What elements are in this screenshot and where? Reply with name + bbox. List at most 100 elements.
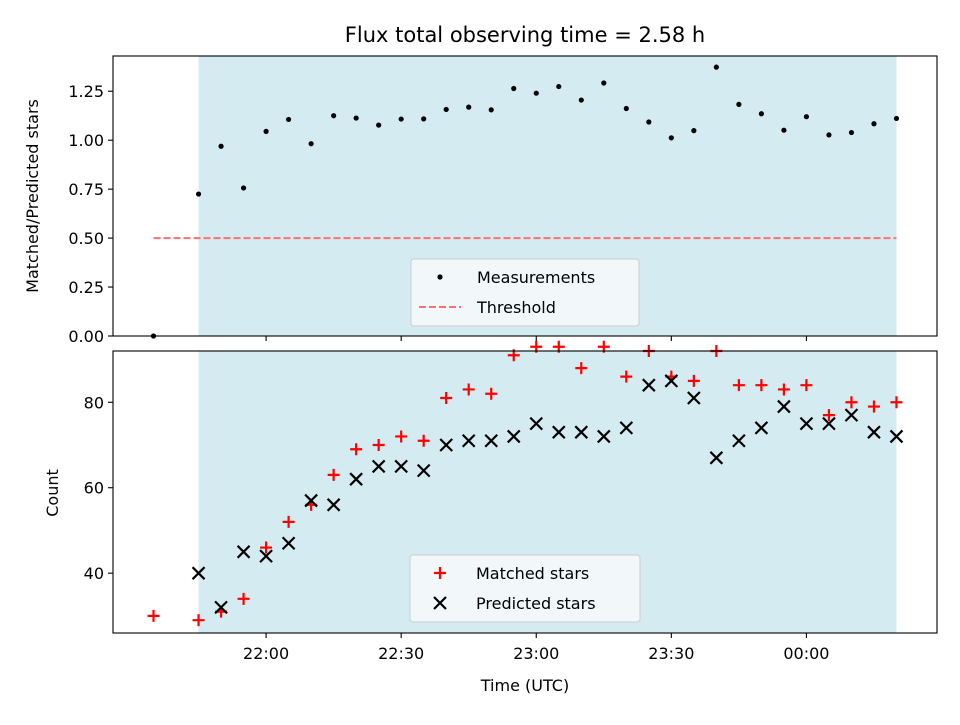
measurement-point bbox=[871, 121, 877, 127]
measurement-point bbox=[848, 129, 855, 136]
measurement-point bbox=[803, 114, 810, 120]
count-x-ticks: 22:00 22:30 23:00 23:30 00:00 bbox=[243, 633, 829, 663]
matched-star-point bbox=[417, 434, 430, 447]
matched-star-point bbox=[620, 370, 633, 383]
measurement-point bbox=[646, 119, 652, 125]
measurement-point bbox=[713, 64, 719, 70]
predicted-star-point bbox=[597, 429, 611, 444]
predicted-star-point bbox=[529, 416, 544, 431]
measurement-point bbox=[781, 127, 787, 133]
ratio-y-tick-label: 1.00 bbox=[68, 131, 104, 150]
legend-predicted-label: Predicted stars bbox=[476, 594, 596, 613]
ratio-y-tick-label: 0.00 bbox=[68, 327, 104, 346]
measurement-point bbox=[308, 141, 314, 147]
measurement-point bbox=[443, 106, 449, 113]
matched-star-point bbox=[485, 387, 498, 400]
matched-star-point bbox=[867, 400, 880, 413]
legend-measurements-label: Measurements bbox=[477, 268, 595, 287]
count-legend-box bbox=[409, 554, 641, 623]
predicted-star-point bbox=[551, 425, 566, 439]
matched-star-point bbox=[192, 614, 205, 627]
predicted-star-point bbox=[777, 399, 791, 414]
matched-star-point bbox=[260, 541, 273, 554]
predicted-star-point bbox=[439, 438, 453, 452]
matched-star-point bbox=[687, 374, 700, 387]
measurement-points bbox=[150, 64, 900, 339]
predicted-star-point bbox=[349, 472, 363, 486]
measurement-point bbox=[353, 115, 359, 121]
predicted-star-point bbox=[687, 391, 701, 405]
chart-title: Flux total observing time = 2.58 h bbox=[345, 23, 705, 47]
measurement-point bbox=[376, 122, 382, 128]
measurement-point bbox=[893, 115, 900, 122]
legend-predicted-marker bbox=[433, 596, 447, 610]
matched-star-point bbox=[440, 392, 453, 404]
predicted-star-point bbox=[326, 498, 341, 512]
measurement-point bbox=[758, 111, 764, 117]
legend-matched-marker bbox=[434, 567, 446, 579]
measurement-point bbox=[578, 97, 584, 103]
measurement-point bbox=[263, 128, 269, 134]
x-tick-label: 23:30 bbox=[648, 644, 694, 663]
legend-matched-label: Matched stars bbox=[476, 564, 589, 583]
matched-star-point bbox=[462, 383, 475, 396]
predicted-star-point bbox=[461, 433, 476, 448]
predicted-star-point bbox=[867, 425, 881, 439]
matched-star-point bbox=[822, 409, 835, 422]
predicted-star-point bbox=[304, 493, 318, 508]
matched-star-point bbox=[800, 379, 813, 392]
matched-star-point bbox=[755, 379, 768, 392]
measurement-point bbox=[331, 113, 337, 119]
measurement-point bbox=[488, 107, 494, 113]
matched-star-point bbox=[350, 443, 363, 456]
predicted-star-point bbox=[709, 451, 724, 465]
x-tick-label: 22:00 bbox=[243, 644, 289, 663]
ratio-y-label: Matched/Predicted stars bbox=[23, 99, 42, 293]
measurement-point bbox=[240, 185, 247, 191]
predicted-star-point bbox=[281, 536, 296, 551]
matched-star-point bbox=[777, 383, 790, 396]
predicted-star-point bbox=[236, 545, 251, 559]
measurement-point bbox=[511, 85, 517, 92]
measurement-point bbox=[826, 132, 832, 138]
count-axes-frame bbox=[112, 350, 938, 634]
matched-star-point bbox=[732, 379, 745, 392]
matched-star-point bbox=[845, 396, 858, 409]
predicted-star-point bbox=[642, 378, 656, 392]
predicted-star-point bbox=[484, 433, 499, 448]
predicted-star-point bbox=[416, 463, 431, 478]
count-y-tick-label: 40 bbox=[84, 564, 104, 583]
ratio-legend: Measurements Threshold bbox=[410, 258, 640, 327]
matched-star-point bbox=[575, 362, 588, 375]
predicted-star-point bbox=[259, 549, 273, 563]
count-panel: 40 60 80 22:00 22:30 23:00 23:30 00:00 Count T… bbox=[43, 340, 938, 695]
count-legend: Matched stars Predicted stars bbox=[409, 554, 641, 623]
measurement-point bbox=[286, 116, 292, 123]
predicted-star-point bbox=[754, 421, 769, 435]
measurement-point bbox=[195, 191, 202, 197]
count-points bbox=[147, 340, 904, 627]
predicted-star-point bbox=[664, 374, 679, 388]
x-tick-label: 23:00 bbox=[513, 644, 559, 663]
matched-star-point bbox=[372, 439, 385, 451]
matched-star-point bbox=[282, 515, 295, 528]
legend-measurements-marker bbox=[437, 274, 443, 280]
predicted-star-point bbox=[394, 459, 408, 474]
predicted-star-point bbox=[822, 416, 836, 431]
ratio-y-tick-label: 1.25 bbox=[68, 82, 104, 101]
ratio-y-ticks: 0.00 0.25 0.50 0.75 1.00 1.25 bbox=[68, 82, 113, 346]
predicted-star-point bbox=[574, 425, 589, 439]
predicted-star-point bbox=[214, 600, 228, 615]
matched-star-point bbox=[327, 468, 340, 481]
ratio-y-tick-label: 0.25 bbox=[68, 278, 104, 297]
ratio-x-ticks bbox=[265, 336, 807, 341]
measurement-point bbox=[691, 128, 697, 134]
measurement-point bbox=[466, 104, 472, 110]
count-y-tick-label: 60 bbox=[84, 479, 104, 498]
measurement-point bbox=[533, 90, 539, 96]
matched-star-point bbox=[395, 430, 408, 443]
count-y-ticks: 40 60 80 bbox=[84, 393, 113, 583]
x-tick-label: 00:00 bbox=[783, 644, 829, 663]
x-tick-label: 22:30 bbox=[378, 644, 424, 663]
